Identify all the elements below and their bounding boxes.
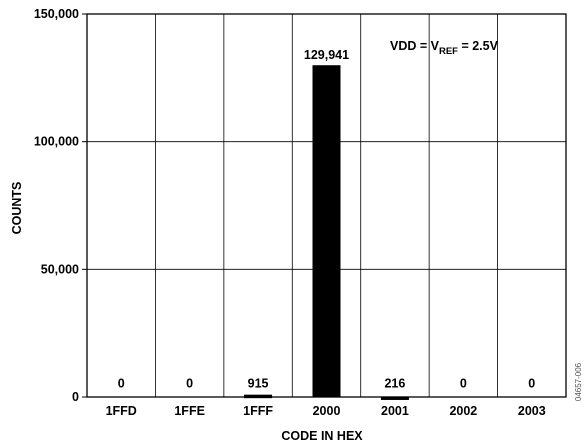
y-axis-label: COUNTS: [10, 182, 24, 235]
data-label-1fff: 915: [248, 377, 269, 391]
x-axis-label: CODE IN HEX: [281, 429, 363, 443]
y-tick-label: 50,000: [41, 262, 79, 276]
bars: [244, 65, 409, 400]
bar-2000: [312, 65, 341, 397]
x-tick-label: 1FFD: [106, 404, 137, 418]
x-tick-label: 2001: [381, 404, 409, 418]
y-tick-label: 150,000: [34, 7, 79, 21]
data-labels: 0 0 915 129,941 216 0 0: [118, 48, 536, 390]
data-label-2000: 129,941: [304, 48, 349, 62]
annotation-suffix: = 2.5V: [458, 39, 499, 53]
vref-annotation: VDD = VREF = 2.5V: [390, 39, 499, 57]
data-label-2001: 216: [384, 377, 405, 391]
y-tick-label: 100,000: [34, 135, 79, 149]
annotation-subscript: REF: [439, 46, 458, 57]
x-tick-labels: 1FFD 1FFE 1FFF 2000 2001 2002 2003: [106, 404, 546, 418]
data-label-1ffe: 0: [186, 377, 193, 391]
data-label-1ffd: 0: [118, 377, 125, 391]
figure-code: 04657-006: [574, 362, 583, 401]
x-tick-label: 2003: [518, 404, 546, 418]
plot-frame: [86, 13, 567, 398]
x-tick-label: 1FFE: [174, 404, 205, 418]
y-tick-labels: 0 50,000 100,000 150,000: [34, 7, 87, 404]
x-tick-label: 2000: [313, 404, 341, 418]
bar-2001: [380, 396, 409, 400]
x-tick-label: 2002: [449, 404, 477, 418]
data-label-2003: 0: [528, 377, 535, 391]
data-label-2002: 0: [460, 377, 467, 391]
x-tick-label: 1FFF: [243, 404, 273, 418]
annotation-prefix: VDD = V: [390, 39, 440, 53]
y-tick-label: 0: [72, 390, 79, 404]
